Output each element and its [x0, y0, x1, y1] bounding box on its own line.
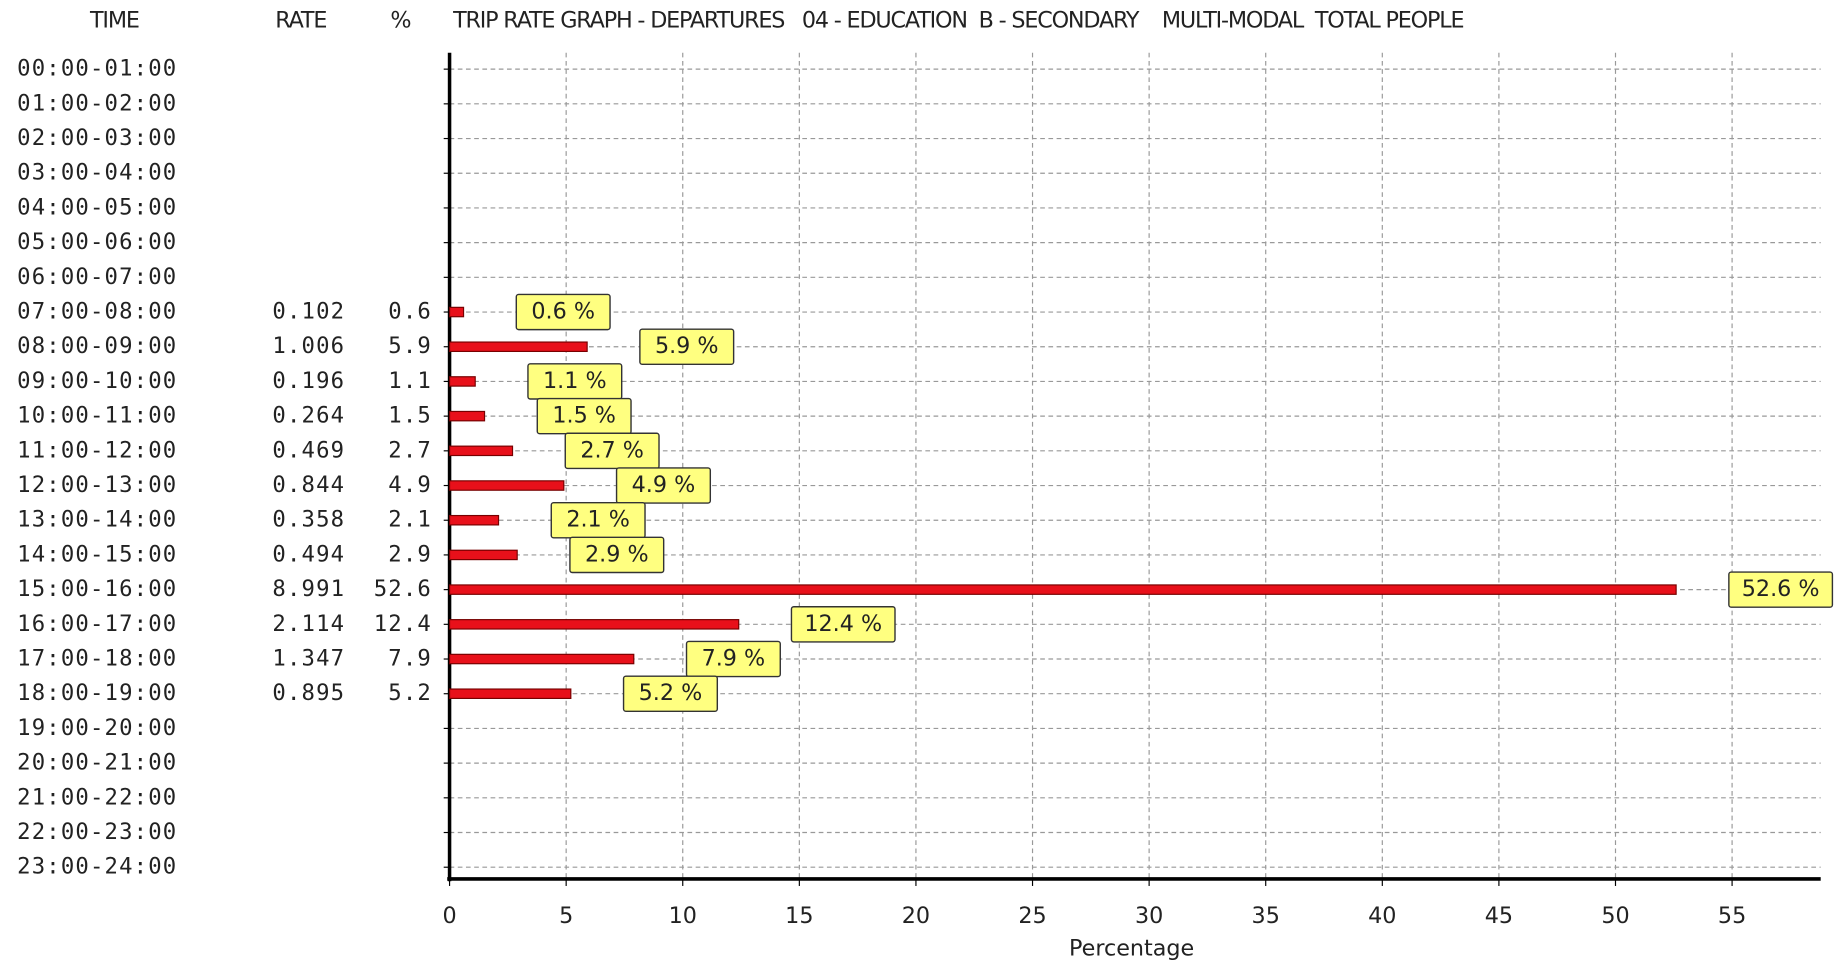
time-label: 20:00-21:00: [17, 750, 177, 776]
time-label: 23:00-24:00: [17, 854, 177, 880]
time-label: 21:00-22:00: [17, 784, 177, 810]
time-label: 03:00-04:00: [17, 160, 177, 186]
time-label: 04:00-05:00: [17, 194, 177, 220]
data-label: 1.1 %: [543, 368, 607, 394]
time-label: 15:00-16:00: [17, 576, 177, 602]
time-label: 02:00-03:00: [17, 125, 177, 151]
time-label: 22:00-23:00: [17, 819, 177, 845]
data-label-box: [790, 606, 896, 643]
time-label: 00:00-01:00: [17, 56, 177, 82]
time-label: 08:00-09:00: [17, 333, 177, 359]
x-tick-label: 15: [785, 903, 813, 929]
data-label: 4.9 %: [632, 472, 696, 498]
percent-value: 7.9: [388, 646, 432, 672]
rate-value: 0.358: [272, 507, 345, 533]
bar: [448, 341, 588, 353]
chart-title: TRIP RATE GRAPH - DEPARTURES 04 - EDUCAT…: [452, 8, 1463, 34]
x-tick-label: 40: [1368, 903, 1396, 929]
percent-value: 5.9: [388, 333, 432, 359]
percent-value: 2.7: [388, 437, 432, 463]
bar: [448, 306, 465, 318]
data-label-box: [615, 467, 712, 504]
rate-value: 8.991: [272, 576, 345, 602]
bar: [448, 549, 518, 561]
x-tick-label: 45: [1485, 903, 1513, 929]
rate-value: 0.469: [272, 437, 345, 463]
bar: [448, 653, 635, 665]
x-tick-label: 10: [669, 903, 697, 929]
time-label: 18:00-19:00: [17, 680, 177, 706]
bar: [448, 445, 514, 457]
x-axis-label: Percentage: [1069, 936, 1194, 962]
rate-value: 0.264: [272, 403, 345, 429]
rate-value: 2.114: [272, 611, 345, 637]
bar: [448, 584, 1677, 595]
x-tick-label: 20: [902, 903, 930, 929]
data-label: 1.5 %: [552, 403, 616, 429]
data-label-box: [569, 536, 665, 574]
time-label: 14:00-15:00: [17, 541, 177, 567]
time-label: 07:00-08:00: [17, 299, 177, 325]
data-label-box: [1728, 571, 1834, 608]
bar: [448, 410, 486, 422]
data-label: 12.4 %: [804, 611, 882, 637]
x-tick-label: 50: [1601, 903, 1629, 929]
time-label: 11:00-12:00: [17, 437, 177, 463]
x-tick-label: 25: [1018, 903, 1046, 929]
data-label: 2.9 %: [585, 541, 649, 567]
x-tick-label: 5: [559, 903, 573, 929]
bar: [448, 514, 500, 526]
x-tick-label: 0: [442, 903, 456, 929]
column-header: %: [390, 8, 410, 34]
data-label-box: [564, 432, 660, 470]
rate-value: 0.494: [272, 541, 345, 567]
time-label: 12:00-13:00: [17, 472, 177, 498]
time-label: 01:00-02:00: [17, 90, 177, 116]
rate-value: 1.006: [272, 333, 345, 359]
time-label: 05:00-06:00: [17, 229, 177, 255]
data-label: 52.6 %: [1742, 576, 1820, 602]
rate-value: 0.196: [272, 368, 345, 394]
percent-value: 5.2: [388, 680, 432, 706]
percent-value: 2.1: [388, 507, 432, 533]
data-label: 0.6 %: [531, 299, 595, 325]
data-label: 2.7 %: [580, 437, 644, 463]
time-label: 10:00-11:00: [17, 403, 177, 429]
data-label-box: [515, 293, 611, 331]
percent-value: 2.9: [388, 541, 432, 567]
time-label: 16:00-17:00: [17, 611, 177, 637]
rate-value: 0.895: [272, 680, 345, 706]
data-label: 5.9 %: [655, 333, 719, 359]
data-label-box: [622, 675, 719, 713]
percent-value: 12.4: [374, 611, 432, 637]
column-header: TIME: [89, 8, 139, 34]
percent-value: 52.6: [374, 576, 432, 602]
x-tick-label: 30: [1135, 903, 1163, 929]
rate-value: 1.347: [272, 646, 345, 672]
time-label: 19:00-20:00: [17, 715, 177, 741]
column-header: RATE: [275, 8, 326, 34]
bar: [448, 688, 572, 699]
percent-value: 4.9: [388, 472, 432, 498]
percent-value: 0.6: [388, 299, 432, 325]
x-tick-label: 35: [1252, 903, 1280, 929]
percent-value: 1.1: [388, 368, 432, 394]
data-label: 2.1 %: [566, 507, 630, 533]
data-label: 5.2 %: [639, 680, 703, 706]
time-label: 06:00-07:00: [17, 264, 177, 290]
rate-value: 0.102: [272, 299, 345, 325]
rate-value: 0.844: [272, 472, 345, 498]
percent-value: 1.5: [388, 403, 432, 429]
time-label: 17:00-18:00: [17, 646, 177, 672]
bar: [448, 376, 476, 387]
time-label: 13:00-14:00: [17, 507, 177, 533]
bar: [448, 480, 565, 491]
data-label-box: [685, 640, 781, 678]
x-tick-label: 55: [1718, 903, 1746, 929]
data-label-box: [639, 328, 735, 366]
time-label: 09:00-10:00: [17, 368, 177, 394]
data-label: 7.9 %: [702, 646, 766, 672]
bar: [448, 619, 740, 630]
